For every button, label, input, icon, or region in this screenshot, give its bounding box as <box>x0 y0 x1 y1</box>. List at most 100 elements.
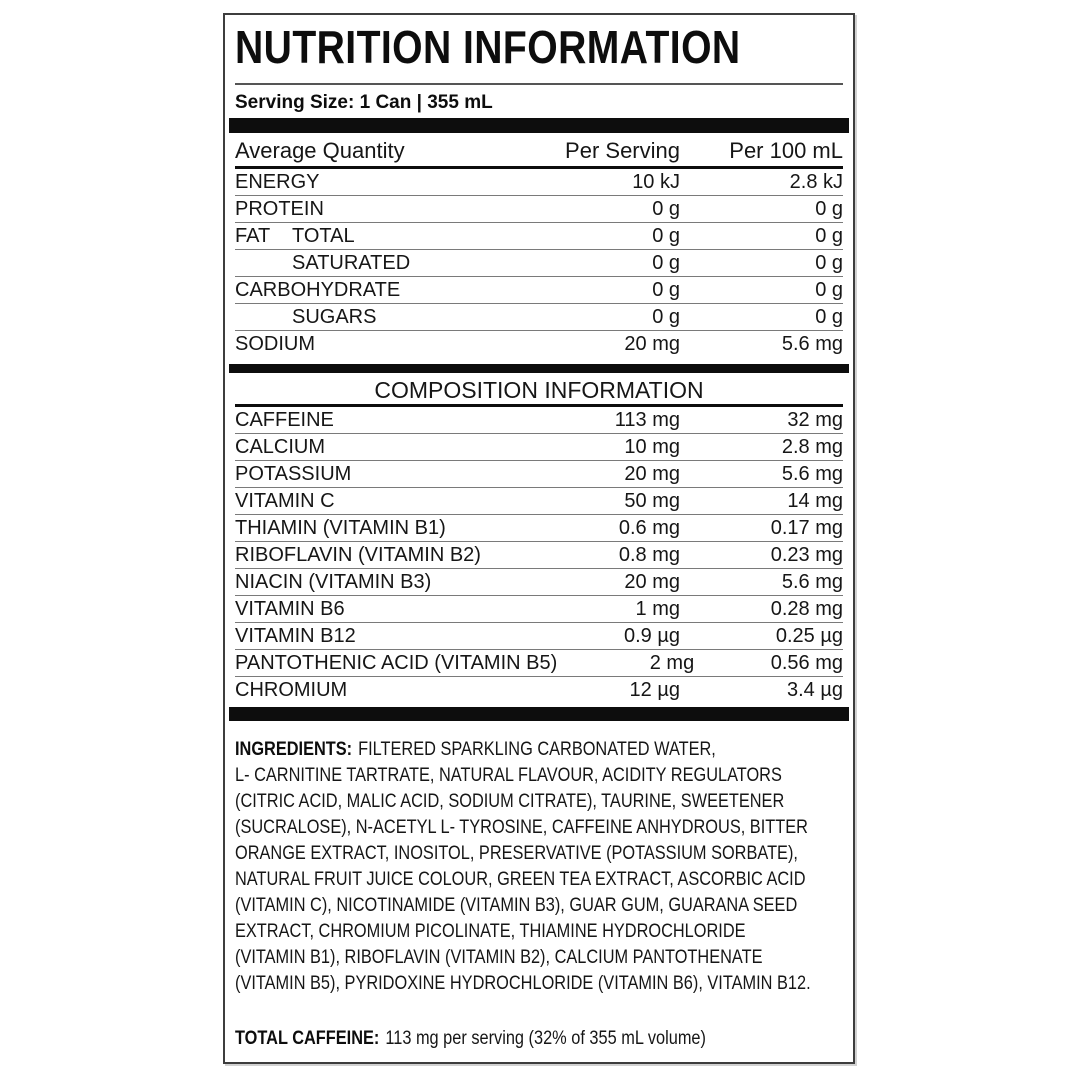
row-per-serving-value: 0.9 µg <box>623 625 680 647</box>
section-bar-middle <box>229 364 849 373</box>
row-label: SUGARS <box>292 306 377 328</box>
ingredients-line: EXTRACT, CHROMIUM PICOLINATE, THIAMINE H… <box>235 921 746 942</box>
ingredients-line: NATURAL FRUIT JUICE COLOUR, GREEN TEA EX… <box>235 869 806 890</box>
nutrition-table-header: Average Quantity Per Serving Per 100 mL <box>235 136 843 169</box>
row-per-100ml-value: 0.25 µg <box>775 625 843 647</box>
ingredients-line: L- CARNITINE TARTRATE, NATURAL FLAVOUR, … <box>235 765 782 786</box>
row-label-main: FAT <box>235 225 271 247</box>
table-row-riboflavin-b2: RIBOFLAVIN (VITAMIN B2) 0.8 mg 0.23 mg <box>235 542 843 569</box>
row-per-serving-value: 50 mg <box>624 490 680 512</box>
row-per-serving-value: 10 kJ <box>632 171 680 193</box>
ingredients-section: INGREDIENTS: FILTERED SPARKLING CARBONATE… <box>235 737 843 997</box>
row-per-100ml-value: 0.17 mg <box>770 517 843 539</box>
table-row-potassium: POTASSIUM 20 mg 5.6 mg <box>235 461 843 488</box>
row-label: CAFFEINE <box>235 409 334 431</box>
table-row-niacin-b3: NIACIN (VITAMIN B3) 20 mg 5.6 mg <box>235 569 843 596</box>
column-header-per-100ml: Per 100 mL <box>729 138 843 163</box>
ingredients-text: FILTERED SPARKLING CARBONATED WATER, <box>358 739 716 760</box>
table-row-energy: ENERGY 10 kJ 2.8 kJ <box>235 169 843 196</box>
table-row-chromium: CHROMIUM 12 µg 3.4 µg <box>235 677 843 704</box>
serving-size-text: Serving Size: 1 Can | 355 mL <box>235 92 493 113</box>
row-per-serving-value: 0 g <box>652 252 680 274</box>
row-per-serving-value: 0 g <box>652 279 680 301</box>
ingredients-heading: INGREDIENTS: <box>235 739 353 760</box>
row-per-100ml-value: 0.23 mg <box>770 544 843 566</box>
row-label: CHROMIUM <box>235 679 348 701</box>
row-per-serving-value: 0.6 mg <box>618 517 680 539</box>
row-per-serving-value: 12 µg <box>629 679 680 701</box>
row-label: PANTOTHENIC ACID (VITAMIN B5) <box>235 652 558 674</box>
table-row-vitamin-c: VITAMIN C 50 mg 14 mg <box>235 488 843 515</box>
row-label: POTASSIUM <box>235 463 352 485</box>
row-per-100ml-value: 0.56 mg <box>770 652 843 674</box>
row-per-100ml-value: 0 g <box>815 306 843 328</box>
table-row-caffeine: CAFFEINE 113 mg 32 mg <box>235 407 843 434</box>
ingredients-line: (VITAMIN C), NICOTINAMIDE (VITAMIN B3), … <box>235 895 798 916</box>
row-label: RIBOFLAVIN (VITAMIN B2) <box>235 544 481 566</box>
table-row-vitamin-b6: VITAMIN B6 1 mg 0.28 mg <box>235 596 843 623</box>
ingredients-line: (CITRIC ACID, MALIC ACID, SODIUM CITRATE… <box>235 791 785 812</box>
row-per-100ml-value: 5.6 mg <box>781 463 843 485</box>
table-row-pantothenic-acid-b5: PANTOTHENIC ACID (VITAMIN B5) 2 mg 0.56 … <box>235 650 843 677</box>
section-bar-top <box>229 118 849 133</box>
table-row-calcium: CALCIUM 10 mg 2.8 mg <box>235 434 843 461</box>
row-label: SODIUM <box>235 333 315 355</box>
row-per-serving-value: 0 g <box>652 306 680 328</box>
row-per-100ml-value: 0.28 mg <box>770 598 843 620</box>
total-caffeine-heading: TOTAL CAFFEINE: <box>235 1028 380 1049</box>
row-per-serving-value: 0 g <box>652 225 680 247</box>
ingredients-line: ORANGE EXTRACT, INOSITOL, PRESERVATIVE (… <box>235 843 798 864</box>
ingredients-line: INGREDIENTS: FILTERED SPARKLING CARBONATE… <box>235 737 758 763</box>
page-title: NUTRITION INFORMATION <box>235 21 741 73</box>
row-label: CARBOHYDRATE <box>235 279 401 301</box>
row-per-serving-value: 0 g <box>652 198 680 220</box>
total-caffeine-note: TOTAL CAFFEINE: 113 mg per serving (32% o… <box>235 1028 758 1050</box>
row-label: FAT TOTAL <box>235 223 530 249</box>
row-per-100ml-value: 5.6 mg <box>781 333 843 355</box>
row-per-100ml-value: 2.8 kJ <box>789 171 843 193</box>
nutrition-label-panel: NUTRITION INFORMATION Serving Size: 1 Ca… <box>223 13 855 1064</box>
column-header-per-serving: Per Serving <box>565 138 680 163</box>
row-per-100ml-value: 0 g <box>815 252 843 274</box>
ingredients-line: (SUCRALOSE), N-ACETYL L- TYROSINE, CAFFE… <box>235 817 808 838</box>
section-bar-bottom <box>229 707 849 721</box>
row-per-100ml-value: 32 mg <box>787 409 843 431</box>
row-label: THIAMIN (VITAMIN B1) <box>235 517 446 539</box>
table-row-protein: PROTEIN 0 g 0 g <box>235 196 843 223</box>
total-caffeine-text: 113 mg per serving (32% of 355 mL volume… <box>385 1028 706 1049</box>
row-per-serving-value: 2 mg <box>649 652 695 674</box>
row-per-100ml-value: 14 mg <box>787 490 843 512</box>
ingredients-line: (VITAMIN B1), RIBOFLAVIN (VITAMIN B2), C… <box>235 947 763 968</box>
ingredients-line: (VITAMIN B5), PYRIDOXINE HYDROCHLORIDE (… <box>235 973 811 994</box>
row-per-100ml-value: 2.8 mg <box>781 436 843 458</box>
table-row-sugars: SUGARS 0 g 0 g <box>235 304 843 331</box>
row-per-100ml-value: 0 g <box>815 198 843 220</box>
row-per-serving-value: 20 mg <box>624 333 680 355</box>
column-header-average-quantity: Average Quantity <box>235 138 405 163</box>
row-label: VITAMIN B12 <box>235 625 356 647</box>
table-row-vitamin-b12: VITAMIN B12 0.9 µg 0.25 µg <box>235 623 843 650</box>
row-label: ENERGY <box>235 171 320 193</box>
row-per-100ml-value: 0 g <box>815 225 843 247</box>
table-row-sodium: SODIUM 20 mg 5.6 mg <box>235 331 843 358</box>
row-per-serving-value: 20 mg <box>624 571 680 593</box>
row-per-serving-value: 113 mg <box>614 409 680 431</box>
row-label: PROTEIN <box>235 198 324 220</box>
table-row-saturated: SATURATED 0 g 0 g <box>235 250 843 277</box>
title-divider <box>235 83 843 85</box>
row-per-100ml-value: 5.6 mg <box>781 571 843 593</box>
row-label: SATURATED <box>292 252 411 274</box>
table-row-thiamin-b1: THIAMIN (VITAMIN B1) 0.6 mg 0.17 mg <box>235 515 843 542</box>
row-per-100ml-value: 0 g <box>815 279 843 301</box>
row-label: VITAMIN B6 <box>235 598 345 620</box>
row-per-serving-value: 20 mg <box>624 463 680 485</box>
table-row-fat-total: FAT TOTAL 0 g 0 g <box>235 223 843 250</box>
row-per-serving-value: 0.8 mg <box>618 544 680 566</box>
composition-section-title: COMPOSITION INFORMATION <box>235 377 843 407</box>
table-row-carbohydrate: CARBOHYDRATE 0 g 0 g <box>235 277 843 304</box>
row-label: CALCIUM <box>235 436 326 458</box>
row-label: NIACIN (VITAMIN B3) <box>235 571 432 593</box>
row-per-100ml-value: 3.4 µg <box>786 679 843 701</box>
row-per-serving-value: 1 mg <box>635 598 680 620</box>
